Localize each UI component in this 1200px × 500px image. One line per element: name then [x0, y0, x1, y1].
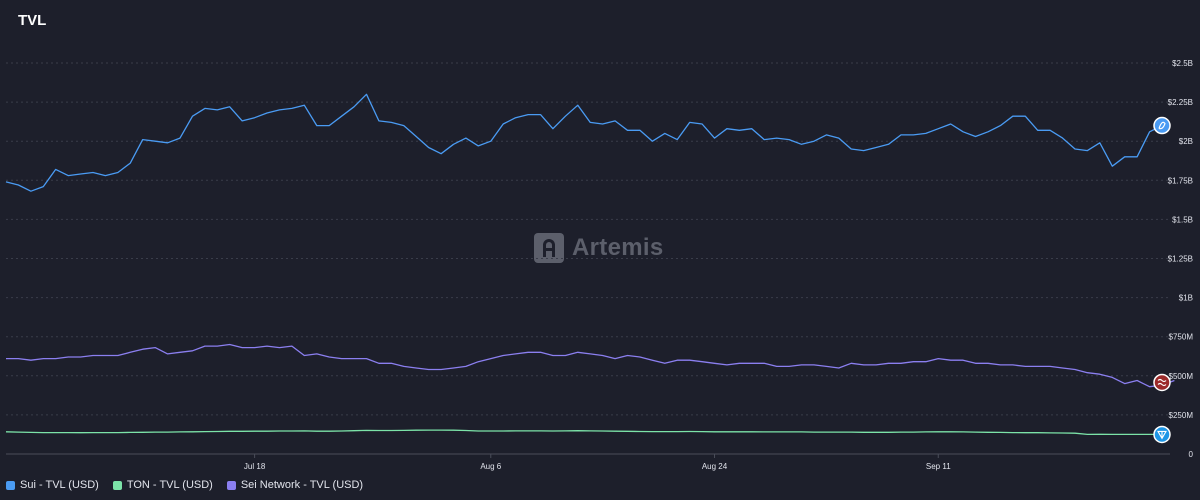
sei-logo-glyph — [1157, 378, 1167, 387]
sui-logo-glyph — [1158, 121, 1166, 130]
legend-swatch-sui — [6, 480, 15, 490]
legend-swatch-sei — [226, 480, 236, 490]
chart-title: TVL — [18, 12, 47, 29]
sui-logo-icon — [1153, 116, 1171, 135]
legend-label-ton: TON - TVL (USD) — [126, 479, 213, 491]
y-tick-label: $2.5B — [1172, 59, 1193, 68]
ton-logo-glyph — [1157, 430, 1167, 440]
y-tick-label: $1B — [1179, 294, 1193, 303]
legend-item-sui[interactable]: Sui - TVL (USD) — [6, 479, 99, 491]
legend-label-sui: Sui - TVL (USD) — [20, 479, 99, 491]
x-tick-label: Jul 18 — [244, 462, 266, 471]
y-tick-label: $1.75B — [1168, 176, 1193, 185]
x-tick-label: Sep 11 — [926, 462, 951, 471]
legend-swatch-ton — [112, 480, 122, 490]
artemis-watermark: Artemis — [534, 233, 663, 263]
y-tick-label: $2.25B — [1168, 98, 1193, 107]
artemis-logo-icon — [534, 233, 564, 263]
y-tick-label: $1.25B — [1168, 255, 1193, 264]
x-tick-label: Aug 6 — [480, 462, 501, 471]
watermark-text: Artemis — [572, 234, 664, 261]
y-tick-label: $750M — [1169, 333, 1194, 342]
y-tick-label: $500M — [1169, 372, 1194, 381]
sei-logo-icon — [1153, 373, 1171, 392]
x-tick-label: Aug 24 — [702, 462, 728, 471]
legend-item-ton[interactable]: TON - TVL (USD) — [112, 479, 213, 491]
legend: Sui - TVL (USD) TON - TVL (USD) Sei Netw… — [6, 479, 363, 491]
sui-line — [5, 93, 1163, 192]
y-tick-label: $250M — [1169, 411, 1194, 420]
y-tick-label: 0 — [1189, 450, 1194, 459]
legend-item-sei[interactable]: Sei Network - TVL (USD) — [226, 479, 364, 491]
ton-line — [5, 429, 1162, 436]
legend-label-sei: Sei Network - TVL (USD) — [240, 479, 364, 491]
y-tick-label: $1.5B — [1172, 215, 1193, 224]
sei-line — [6, 343, 1175, 388]
y-tick-label: $2B — [1179, 137, 1193, 146]
